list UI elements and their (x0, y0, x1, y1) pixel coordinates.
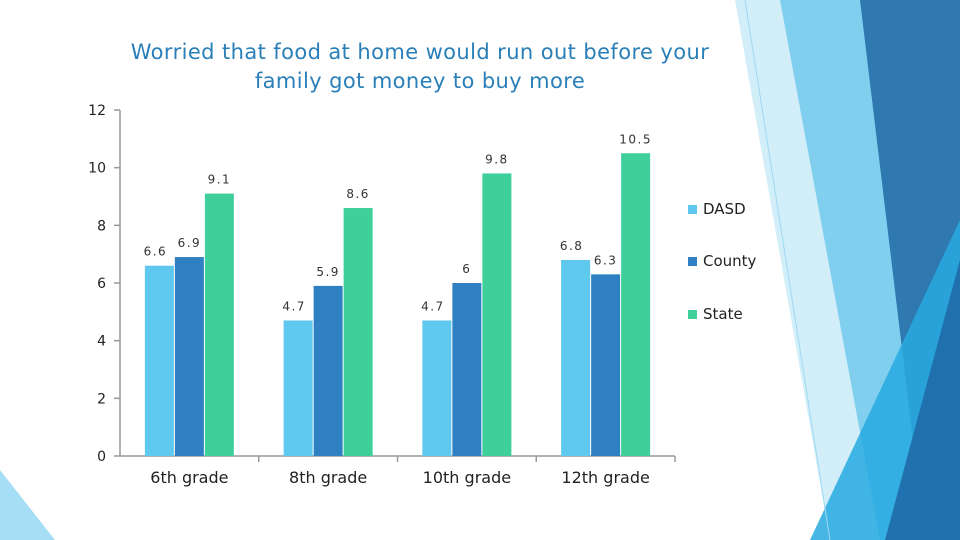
legend-label-county: County (703, 252, 757, 270)
data-label: 6.9 (178, 236, 202, 250)
x-category-label: 10th grade (423, 468, 511, 487)
chart-title: Worried that food at home would run out … (130, 40, 710, 93)
deco-left-triangle (0, 470, 55, 540)
bar-dasd (144, 265, 174, 456)
data-label: 6.3 (594, 253, 618, 267)
legend-label-dasd: DASD (703, 200, 746, 218)
data-label: 6 (462, 262, 471, 276)
y-tick-label: 4 (97, 334, 106, 350)
bar-dasd (283, 320, 313, 456)
data-label: 8.6 (346, 187, 370, 201)
data-label: 5.9 (316, 265, 340, 279)
bar-dasd (422, 320, 452, 456)
x-category-label: 8th grade (289, 468, 367, 487)
legend-label-state: State (703, 305, 743, 323)
y-tick-label: 12 (88, 103, 106, 119)
data-label: 9.1 (208, 173, 232, 187)
x-category-label: 12th grade (561, 468, 649, 487)
legend-swatch-state (688, 310, 697, 319)
bar-state (204, 193, 234, 456)
data-label: 9.8 (485, 152, 509, 166)
legend-swatch-dasd (688, 205, 697, 214)
y-tick-label: 2 (97, 391, 106, 407)
bar-dasd (561, 259, 591, 456)
bar-county (174, 257, 204, 456)
legend-swatch-county (688, 257, 697, 266)
bar-state (621, 153, 651, 456)
data-label: 4.7 (282, 299, 306, 313)
data-label: 4.7 (421, 299, 445, 313)
data-label: 6.6 (144, 245, 168, 259)
data-label: 10.5 (619, 132, 652, 146)
deco-line (744, 0, 831, 540)
y-tick-label: 10 (88, 161, 106, 177)
x-category-label: 6th grade (150, 468, 228, 487)
bar-county (313, 285, 343, 456)
bar-state (482, 173, 512, 456)
bar-county (452, 283, 482, 456)
data-label: 6.8 (560, 239, 584, 253)
y-tick-label: 0 (97, 449, 106, 465)
y-tick-label: 6 (97, 276, 106, 292)
bar-state (343, 208, 373, 456)
deco-right-deep-band (885, 260, 960, 540)
bar-county (591, 274, 621, 456)
y-tick-label: 8 (97, 218, 106, 234)
